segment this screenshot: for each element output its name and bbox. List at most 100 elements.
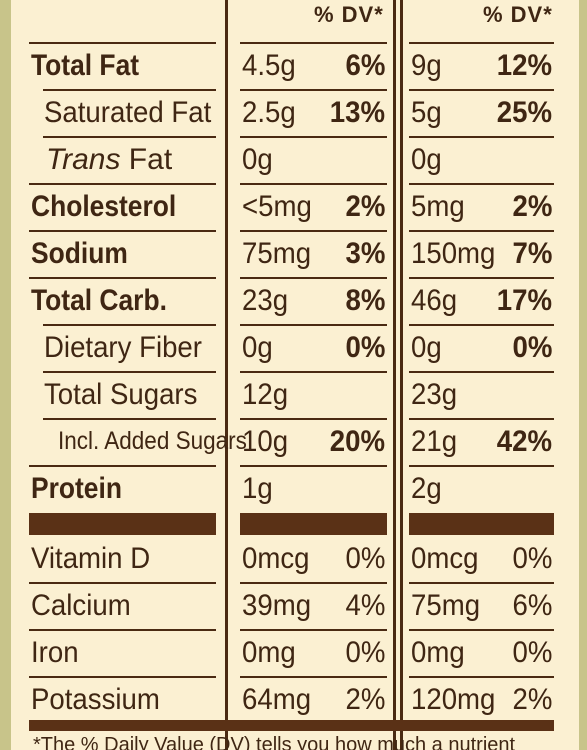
nutrient-name: Sodium <box>31 237 128 270</box>
row-divider <box>409 324 554 326</box>
row-divider <box>29 582 216 584</box>
amount-col2: 9g <box>411 49 442 82</box>
vitamin-row: Iron 0mg 0% 0mg 0% <box>11 629 579 676</box>
dv-header-col2: % DV* <box>483 2 553 27</box>
row-divider <box>409 418 554 420</box>
nutrient-name: Cholesterol <box>31 190 177 223</box>
amount-col1: 1g <box>242 472 273 505</box>
row-divider <box>240 582 387 584</box>
row-divider <box>29 676 216 678</box>
row-divider <box>409 465 554 467</box>
dv-col2: 0% <box>512 542 552 575</box>
row-divider <box>43 89 216 91</box>
row-divider <box>29 277 216 279</box>
nutrient-name: Trans Fat <box>46 136 172 183</box>
dv-col1: 20% <box>329 425 385 458</box>
dv-col1: 0% <box>345 542 385 575</box>
amount-col1: 2.5g <box>242 96 296 129</box>
row-divider <box>409 582 554 584</box>
nutrient-name-rest: Fat <box>120 143 173 176</box>
row-divider <box>409 371 554 373</box>
row-divider <box>240 136 387 138</box>
row-divider <box>43 418 216 420</box>
row-divider <box>43 136 216 138</box>
dv-col2: 2% <box>512 683 552 716</box>
vitamin-name: Vitamin D <box>31 542 151 575</box>
amount-col2: 0mcg <box>411 542 479 575</box>
amount-col1: 75mg <box>242 237 312 270</box>
amount-col2: 75mg <box>411 589 481 622</box>
amount-col2: 0g <box>411 143 442 176</box>
row-divider <box>409 89 554 91</box>
dv-col1: 0% <box>345 331 385 364</box>
row-divider <box>409 277 554 279</box>
nutrient-row: Total Fat 4.5g 6% 9g 12% <box>11 42 579 89</box>
row-divider <box>240 418 387 420</box>
nutrient-name: Saturated Fat <box>44 96 212 129</box>
dv-col2: 7% <box>512 237 552 270</box>
row-divider <box>29 465 216 467</box>
nutrient-row: Incl. Added Sugars 10g 20% 21g 42% <box>11 418 579 465</box>
thick-divider-bar <box>409 513 554 535</box>
amount-col2: 150mg <box>411 237 496 270</box>
row-divider <box>29 629 216 631</box>
nutrient-row: Total Sugars 12g 23g <box>11 371 579 418</box>
vitamin-row: Calcium 39mg 4% 75mg 6% <box>11 582 579 629</box>
dv-col2: 25% <box>496 96 552 129</box>
amount-col2: 5g <box>411 96 442 129</box>
column-divider-1 <box>225 0 228 750</box>
row-divider <box>29 42 216 44</box>
nutrient-name: Total Fat <box>31 49 140 82</box>
dv-col2: 6% <box>512 589 552 622</box>
nutrient-row: Total Carb. 23g 8% 46g 17% <box>11 277 579 324</box>
nutrition-facts-panel: % DV* % DV* Total Fat 4.5g 6% 9g 12% Saturate… <box>11 0 579 750</box>
footnote: *The % Daily Value (DV) tells you how mu… <box>33 734 516 750</box>
row-divider <box>240 42 387 44</box>
nutrient-row: Sodium 75mg 3% 150mg 7% <box>11 230 579 277</box>
amount-col1: 64mg <box>242 683 312 716</box>
dv-col1: 13% <box>329 96 385 129</box>
amount-col1: 0mcg <box>242 542 310 575</box>
row-divider <box>409 42 554 44</box>
amount-col1: 0g <box>242 331 273 364</box>
vitamin-row: Vitamin D 0mcg 0% 0mcg 0% <box>11 535 579 582</box>
row-divider <box>409 183 554 185</box>
dv-col2: 2% <box>512 190 552 223</box>
dv-col1: 0% <box>345 636 385 669</box>
nutrient-name: Total Sugars <box>44 378 198 411</box>
amount-col1: 10g <box>242 425 289 458</box>
row-divider <box>240 277 387 279</box>
dv-col1: 2% <box>345 190 385 223</box>
nutrient-row: Saturated Fat 2.5g 13% 5g 25% <box>11 89 579 136</box>
dv-col2: 0% <box>512 331 552 364</box>
row-divider <box>29 230 216 232</box>
dv-col2: 12% <box>496 49 552 82</box>
amount-col2: 2g <box>411 472 442 505</box>
vitamin-name: Iron <box>31 636 79 669</box>
row-divider <box>240 324 387 326</box>
nutrient-row: Protein 1g 2g <box>11 465 579 512</box>
column-divider-3 <box>400 0 403 750</box>
row-divider <box>43 324 216 326</box>
nutrient-name: Incl. Added Sugars <box>58 427 247 455</box>
row-divider <box>240 676 387 678</box>
row-divider <box>240 371 387 373</box>
amount-col1: 39mg <box>242 589 312 622</box>
nutrient-name: Total Carb. <box>31 284 167 317</box>
row-divider <box>240 89 387 91</box>
dv-col1: 6% <box>345 49 385 82</box>
row-divider <box>409 230 554 232</box>
amount-col1: 12g <box>242 378 289 411</box>
vitamin-name: Calcium <box>31 589 131 622</box>
amount-col1: 0g <box>242 143 273 176</box>
dv-col2: 0% <box>512 636 552 669</box>
amount-col2: 23g <box>411 378 458 411</box>
column-divider-2 <box>393 0 396 750</box>
amount-col1: 23g <box>242 284 289 317</box>
amount-col1: 0mg <box>242 636 296 669</box>
nutrient-name: Dietary Fiber <box>44 331 202 364</box>
amount-col2: 120mg <box>411 683 496 716</box>
row-divider <box>409 629 554 631</box>
dv-col2: 42% <box>496 425 552 458</box>
row-divider <box>29 183 216 185</box>
